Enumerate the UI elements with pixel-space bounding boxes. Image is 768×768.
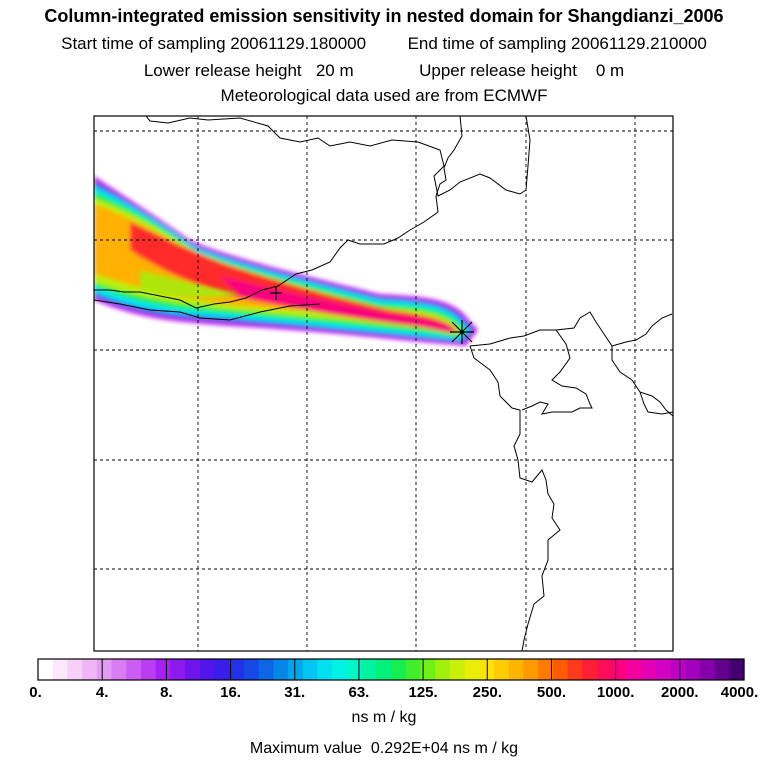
colorbar-tick-label: 63. xyxy=(348,684,370,701)
lower-height-value: 20 m xyxy=(315,61,354,80)
colorbar-tick-label: 4000. xyxy=(720,684,759,701)
coast-korea-inner xyxy=(639,391,673,415)
colorbar-swatch xyxy=(38,659,54,680)
colorbar-swatch xyxy=(140,659,157,680)
colorbar-swatch xyxy=(361,659,377,680)
release-height-line: Lower release height 20 m Upper release … xyxy=(0,61,768,81)
colorbar-swatch xyxy=(391,659,407,680)
plume-inner-lowband xyxy=(140,270,240,298)
maximum-value-line: Maximum value 0.292E+04 ns m / kg xyxy=(0,740,768,758)
colorbar-swatch xyxy=(552,659,569,680)
max-value-label: Maximum value xyxy=(249,740,362,757)
station-tick-icon xyxy=(270,286,282,300)
colorbar-tick-label: 500. xyxy=(536,684,567,701)
colorbar-swatch xyxy=(214,659,230,680)
coast-liaoning-east xyxy=(555,311,673,347)
colorbar-tick-label: 31. xyxy=(284,684,306,701)
colorbar-swatch xyxy=(670,659,686,680)
colorbar-swatch xyxy=(258,659,274,680)
colorbar-swatch xyxy=(96,659,113,680)
plot-title: Column-integrated emission sensitivity i… xyxy=(44,6,724,26)
colorbar-swatch xyxy=(493,659,510,680)
colorbar-swatch xyxy=(685,659,701,680)
colorbar-swatch xyxy=(376,659,392,680)
colorbar-tick-label: 4. xyxy=(95,684,109,701)
upper-height-value: 0 m xyxy=(595,61,625,80)
colorbar-swatch xyxy=(170,659,186,680)
colorbar-swatch xyxy=(273,659,289,680)
colorbar-swatch xyxy=(243,659,260,680)
colorbar-swatch xyxy=(302,659,319,680)
colorbar-tick-label: 0. xyxy=(29,684,42,701)
colorbar-swatch xyxy=(185,659,201,680)
plume-yellow-green xyxy=(94,198,462,334)
colorbar xyxy=(37,658,745,681)
plume-axis-border xyxy=(94,299,321,321)
release-site-cross-icon xyxy=(450,320,474,344)
colorbar-tick-label: 8. xyxy=(160,684,173,701)
colorbar-swatch xyxy=(332,659,348,680)
colorbar-tick-label: 1000. xyxy=(596,684,635,701)
colorbar-swatch xyxy=(52,659,69,680)
colorbar-tick-label: 125. xyxy=(408,684,438,701)
colorbar-swatch xyxy=(435,659,451,680)
colorbar-swatch xyxy=(508,659,524,680)
colorbar-swatch xyxy=(729,659,745,680)
end-time-label: End time of sampling xyxy=(407,34,567,53)
colorbar-swatch xyxy=(288,659,304,680)
colorbar-unit: ns m / kg xyxy=(351,709,417,726)
colorbar-swatch xyxy=(405,659,422,680)
border-mongolia xyxy=(94,116,463,309)
upper-height-label: Upper release height xyxy=(419,61,577,80)
colorbar-swatch xyxy=(582,659,598,680)
colorbar-swatch xyxy=(82,659,98,680)
colorbar-swatch xyxy=(523,659,539,680)
sampling-time-line: Start time of sampling 20061129.180000 E… xyxy=(0,34,768,54)
colorbar-swatch xyxy=(714,659,730,680)
start-time-value: 20061129.180000 xyxy=(230,34,367,53)
start-time-label: Start time of sampling xyxy=(61,34,226,53)
colorbar-swatch xyxy=(596,659,613,680)
border-north-top xyxy=(145,116,531,197)
colorbar-swatch xyxy=(199,659,216,680)
colorbar-swatch xyxy=(538,659,554,680)
colorbar-swatch xyxy=(111,659,127,680)
end-time-value: 20061129.210000 xyxy=(571,34,707,53)
colorbar-frame xyxy=(37,658,745,681)
max-value-unit: ns m / kg xyxy=(453,740,519,757)
colorbar-swatch xyxy=(655,659,672,680)
lower-height-label: Lower release height xyxy=(143,61,302,80)
colorbar-swatch xyxy=(611,659,627,680)
coast-bohai-korea xyxy=(469,345,561,651)
colorbar-swatch xyxy=(420,659,436,680)
colorbar-swatch xyxy=(317,659,333,680)
colorbar-swatch xyxy=(641,659,657,680)
coast-peninsula xyxy=(469,329,593,415)
colorbar-swatch xyxy=(346,659,363,680)
colorbar-tick-label: 16. xyxy=(220,684,241,701)
grid-lines xyxy=(94,116,673,651)
colorbar-swatch xyxy=(229,659,245,680)
map-frame xyxy=(93,115,674,652)
plume-pink-core xyxy=(220,276,455,332)
colorbar-tick-label: 250. xyxy=(472,684,502,701)
colorbar-swatch xyxy=(449,659,466,680)
coastline-borders xyxy=(94,116,673,651)
coast-korea-west xyxy=(611,346,673,417)
colorbar-swatch xyxy=(67,659,83,680)
colorbar-swatch xyxy=(626,659,642,680)
colorbar-swatch xyxy=(155,659,171,680)
max-value: 0.292E+04 xyxy=(370,740,449,757)
colorbar-swatch xyxy=(126,659,142,680)
met-data-line: Meteorological data used are from ECMWF xyxy=(220,86,548,105)
colorbar-tick-label: 2000. xyxy=(661,684,699,701)
emission-plume xyxy=(94,176,478,346)
colorbar-swatch xyxy=(567,659,583,680)
colorbar-swatch xyxy=(464,659,480,680)
colorbar-swatch xyxy=(699,659,716,680)
